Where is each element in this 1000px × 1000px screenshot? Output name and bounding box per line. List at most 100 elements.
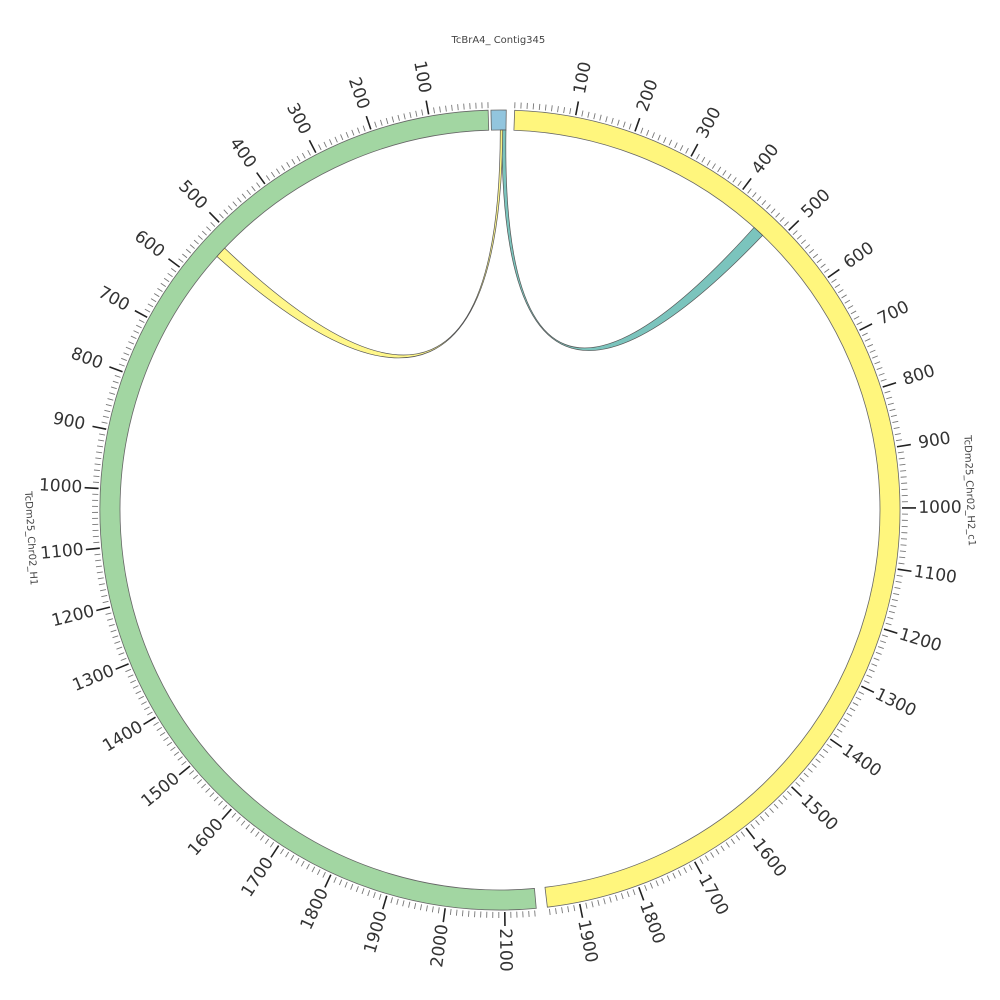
minor-tick (153, 721, 159, 726)
minor-tick (138, 319, 145, 323)
major-tick (859, 323, 873, 331)
minor-tick (812, 253, 819, 259)
minor-tick (397, 114, 400, 121)
minor-tick (329, 139, 333, 146)
minor-tick (170, 268, 177, 273)
minor-tick (236, 816, 241, 822)
minor-tick (116, 646, 123, 650)
minor-tick (95, 565, 102, 568)
minor-tick (378, 893, 382, 900)
minor-tick (210, 222, 216, 227)
minor-tick (439, 106, 441, 113)
minor-tick (831, 278, 837, 283)
minor-tick (727, 173, 732, 180)
minor-tick (679, 145, 684, 151)
minor-tick (807, 768, 813, 773)
minor-tick (281, 165, 286, 171)
minor-tick (581, 110, 584, 117)
minor-tick (710, 852, 715, 858)
major-tick (745, 827, 756, 840)
minor-tick (431, 906, 434, 913)
major-tick (788, 219, 800, 231)
minor-tick (863, 680, 870, 684)
tick-label: 400 (748, 140, 784, 178)
minor-tick (344, 881, 348, 888)
tick-label: 1900 (360, 909, 391, 956)
minor-tick (890, 604, 897, 608)
minor-tick (893, 592, 900, 596)
minor-tick (270, 171, 276, 178)
minor-tick (379, 119, 383, 126)
minor-tick (433, 107, 435, 114)
minor-tick (893, 426, 900, 430)
minor-tick (873, 657, 880, 661)
tick-label: 1200 (50, 601, 97, 631)
minor-tick (451, 104, 453, 111)
minor-tick (264, 838, 270, 845)
minor-tick (651, 132, 655, 139)
minor-tick (887, 616, 894, 620)
minor-tick (101, 421, 108, 424)
major-tick (85, 547, 100, 551)
minor-tick (455, 909, 458, 916)
major-tick (442, 908, 446, 923)
tick-label: 100 (570, 60, 596, 96)
minor-tick (414, 902, 417, 910)
minor-tick (367, 890, 371, 897)
minor-tick (396, 898, 399, 905)
minor-tick (197, 235, 203, 240)
minor-tick (170, 746, 176, 751)
minor-tick (799, 777, 805, 783)
minor-tick (256, 182, 261, 188)
minor-tick (182, 253, 188, 259)
minor-tick (357, 127, 360, 134)
minor-tick (125, 668, 132, 673)
minor-tick (463, 103, 465, 110)
minor-tick (759, 816, 765, 822)
minor-tick (769, 807, 774, 814)
minor-tick (668, 139, 673, 146)
minor-tick (118, 363, 125, 367)
minor-tick (717, 166, 722, 173)
major-tick (883, 628, 898, 634)
minor-tick (285, 851, 290, 858)
tick-label: 200 (344, 75, 373, 112)
minor-tick (661, 877, 665, 884)
minor-tick (872, 355, 878, 359)
minor-tick (153, 293, 160, 298)
minor-tick (333, 876, 337, 883)
minor-tick (95, 457, 102, 460)
chromosome-h2 (513, 109, 901, 908)
minor-tick (567, 906, 570, 913)
minor-tick (792, 230, 798, 236)
major-tick (308, 139, 317, 154)
minor-tick (897, 451, 904, 454)
minor-tick (706, 160, 711, 166)
tick-label: 1600 (184, 815, 228, 861)
minor-tick (876, 367, 883, 371)
minor-tick (311, 866, 316, 873)
minor-tick (626, 891, 630, 898)
minor-tick (617, 119, 620, 126)
tick-label: 1800 (297, 885, 333, 933)
minor-tick (166, 741, 173, 747)
minor-tick (301, 152, 306, 159)
tick-label: 100 (409, 59, 434, 94)
minor-tick (323, 141, 327, 148)
minor-tick (280, 848, 285, 855)
minor-tick (699, 858, 704, 865)
minor-tick (245, 824, 250, 830)
minor-tick (701, 156, 706, 163)
minor-tick (640, 127, 644, 134)
minor-tick (114, 641, 121, 644)
minor-tick (374, 121, 377, 128)
minor-tick (683, 867, 687, 874)
minor-tick (846, 712, 853, 717)
minor-tick (847, 305, 854, 309)
tick-label: 1600 (748, 835, 790, 881)
minor-tick (900, 544, 907, 546)
tick-label: 800 (68, 344, 105, 374)
minor-tick (286, 162, 291, 168)
minor-tick (141, 701, 147, 705)
